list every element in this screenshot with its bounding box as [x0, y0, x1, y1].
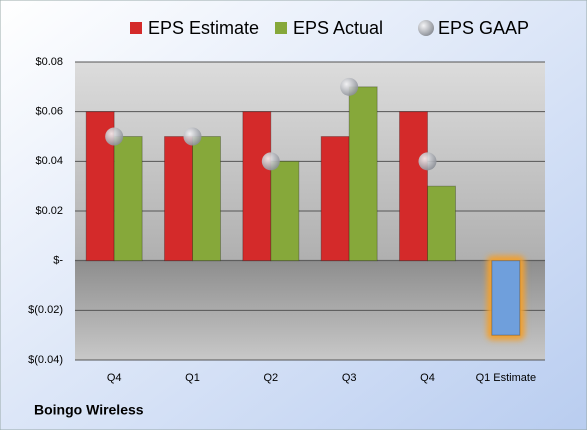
y-tick-label: $0.06 — [35, 106, 63, 118]
gaap-marker — [261, 152, 280, 171]
bar — [491, 260, 521, 336]
bar — [192, 136, 221, 262]
bar — [270, 160, 300, 262]
legend-label: EPS GAAP — [438, 18, 529, 38]
gaap-marker — [183, 127, 202, 146]
y-tick-label: $(0.04) — [28, 354, 63, 366]
x-tick-label: Q4 — [107, 372, 122, 384]
bar — [113, 136, 143, 262]
y-tick-label: $- — [53, 255, 63, 267]
legend-label: EPS Estimate — [148, 18, 259, 38]
gaap-marker — [105, 127, 124, 146]
y-tick-label: $0.04 — [35, 155, 63, 167]
y-tick-label: $(0.02) — [28, 304, 63, 316]
x-tick-label: Q3 — [342, 372, 357, 384]
footer: Boingo Wireless — [34, 402, 144, 418]
bar — [320, 136, 350, 262]
gaap-marker — [418, 152, 437, 171]
y-tick-label: $0.02 — [35, 205, 63, 217]
gaap-marker — [340, 77, 359, 96]
legend-marker — [275, 22, 287, 34]
x-tick-label: Q2 — [263, 372, 278, 384]
x-tick-label: Q1 — [185, 372, 200, 384]
legend-marker — [418, 20, 434, 36]
legend-label: EPS Actual — [293, 18, 383, 38]
x-tick-label: Q4 — [420, 372, 435, 384]
legend-marker — [130, 22, 142, 34]
bar — [399, 111, 428, 262]
x-tick-label: Q1 Estimate — [476, 372, 537, 384]
bar — [427, 185, 456, 262]
y-tick-label: $0.08 — [35, 56, 63, 68]
bar — [164, 136, 193, 262]
bar — [242, 111, 272, 262]
bar — [348, 86, 378, 262]
